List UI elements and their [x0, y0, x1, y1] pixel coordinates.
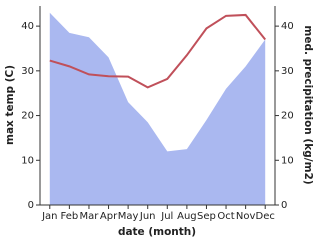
- y-tick-label: 0: [28, 200, 34, 211]
- y-axis-title: max temp (C): [4, 65, 16, 145]
- x-tick-label: Aug: [177, 211, 197, 222]
- y2-tick-label: 30: [281, 66, 294, 77]
- y-tick-label: 40: [21, 21, 34, 32]
- y2-tick-label: 10: [281, 155, 294, 166]
- y2-tick-label: 0: [281, 200, 287, 211]
- x-tick-label: Sep: [197, 211, 216, 222]
- x-tick-label: Nov: [236, 211, 256, 222]
- x-tick-label: Oct: [217, 211, 234, 222]
- line: [49, 13, 266, 89]
- y-tick-label: 30: [21, 66, 34, 77]
- y-tick-label: 10: [21, 155, 34, 166]
- x-tick-label: Dec: [256, 211, 275, 222]
- x-tick-label: Jan: [41, 211, 57, 222]
- x-tick-label: Apr: [100, 211, 118, 222]
- x-tick-label: Jun: [139, 211, 156, 222]
- y2-tick-label: 20: [281, 111, 294, 122]
- y2-axis-title: med. precipitation (kg/m2): [302, 25, 314, 184]
- x-tick-label: Mar: [80, 211, 100, 222]
- x-tick-label: Jul: [160, 211, 173, 222]
- area: [49, 12, 266, 205]
- x-axis-title: date (month): [118, 226, 196, 238]
- y2-tick-label: 40: [281, 21, 294, 32]
- y-tick-label: 20: [21, 111, 34, 122]
- x-tick-label: Feb: [61, 211, 79, 222]
- x-tick-label: May: [118, 211, 139, 222]
